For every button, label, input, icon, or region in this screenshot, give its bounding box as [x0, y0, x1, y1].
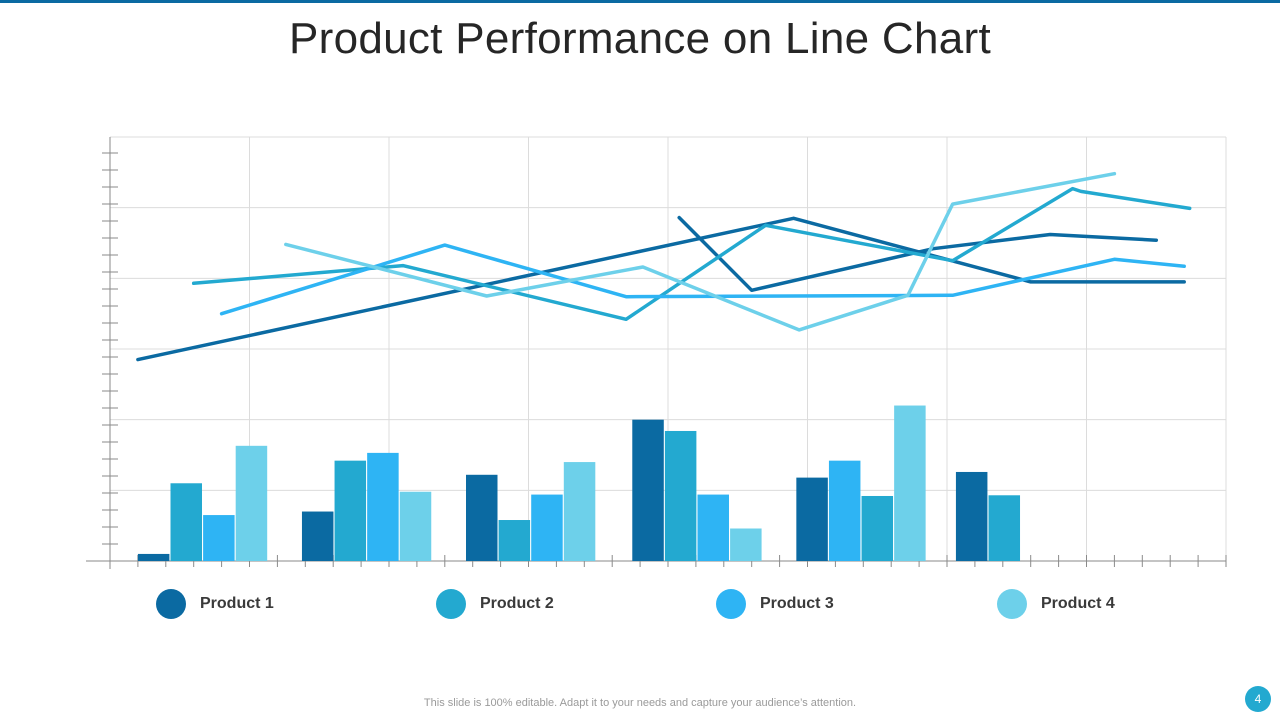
bar — [894, 405, 926, 561]
page-number-badge: 4 — [1245, 686, 1271, 712]
legend-label-product-1: Product 1 — [200, 595, 274, 612]
bar — [563, 462, 596, 561]
bar — [203, 515, 235, 561]
series-line — [191, 186, 1192, 322]
series-line — [136, 216, 1186, 362]
bar — [466, 474, 498, 561]
bar — [861, 495, 894, 561]
top-accent-rule — [0, 0, 1280, 3]
legend-item-product-4[interactable]: Product 4 — [997, 586, 1115, 622]
bar — [334, 460, 367, 561]
chart-legend: Product 1 Product 2 Product 3 Product 4 — [0, 586, 1280, 622]
bar — [367, 452, 399, 561]
bar — [697, 494, 729, 561]
series-line — [219, 243, 1186, 316]
bar — [988, 495, 1021, 561]
legend-item-product-3[interactable]: Product 3 — [716, 586, 834, 622]
bar — [301, 511, 334, 561]
legend-label-product-4: Product 4 — [1041, 595, 1115, 612]
legend-swatch-product-4 — [997, 589, 1027, 619]
bar — [664, 430, 697, 561]
series-line — [284, 171, 1117, 332]
bar — [828, 460, 861, 561]
legend-label-product-3: Product 3 — [760, 595, 834, 612]
legend-swatch-product-1 — [156, 589, 186, 619]
legend-label-product-2: Product 2 — [480, 595, 554, 612]
legend-item-product-2[interactable]: Product 2 — [436, 586, 554, 622]
legend-item-product-1[interactable]: Product 1 — [156, 586, 274, 622]
slide-footer-note: This slide is 100% editable. Adapt it to… — [423, 697, 857, 709]
bar — [796, 477, 828, 561]
bar — [498, 520, 531, 561]
bar — [137, 553, 170, 561]
legend-swatch-product-3 — [716, 589, 746, 619]
bar — [235, 445, 268, 561]
bar — [632, 419, 664, 561]
bar — [955, 471, 988, 561]
series-line — [677, 215, 1159, 293]
bar — [170, 483, 202, 561]
bar — [531, 494, 563, 561]
bar — [399, 491, 432, 561]
legend-swatch-product-2 — [436, 589, 466, 619]
slide-title: Product Performance on Line Chart — [288, 14, 992, 63]
bar — [730, 528, 762, 561]
